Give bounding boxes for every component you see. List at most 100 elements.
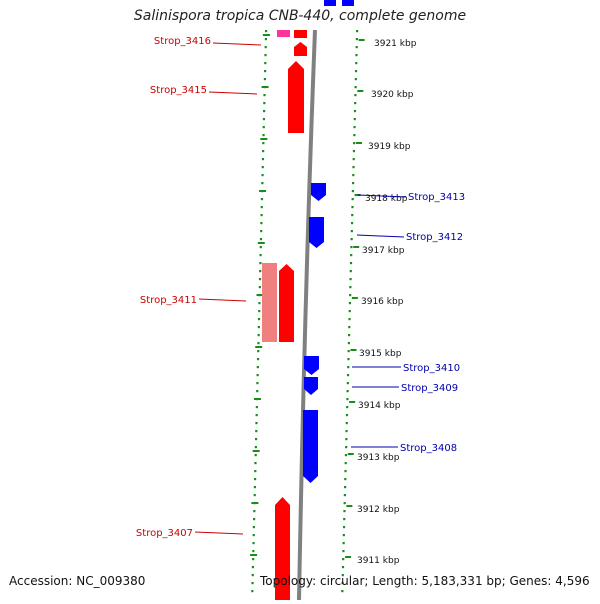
ring-dot-inner [264,46,267,49]
ring-dot-outer [345,438,348,441]
ring-dot-inner [259,262,262,265]
ring-dot-inner [256,358,260,361]
kbp-tick-label: 3911 kbp [357,556,400,566]
ring-dot-outer [348,326,351,329]
ring-dot-outer [349,286,352,289]
ring-dot-inner [257,326,260,329]
ring-dot-inner [260,214,263,217]
ring-dot-outer [355,46,358,49]
ring-dot-outer [341,574,344,577]
ring-dot-inner [263,94,266,97]
ring-dot-outer [348,334,351,337]
ring-dot-inner [255,422,258,425]
gene-label-strop-3416: Strop_3416 [154,36,211,47]
ring-dot-outer [350,246,353,249]
ring-dot-outer [348,318,351,321]
ring-dot-inner [259,270,262,273]
ring-dot-outer [352,182,355,185]
ring-dot-outer [348,302,352,305]
ring-dot-outer [343,502,346,505]
gene-label-strop-3412: Strop_3412 [406,232,463,243]
ring-dot-outer [342,534,345,537]
gene-label-strop-3408: Strop_3408 [400,443,457,454]
ring-ticks [250,34,270,556]
ring-dot-inner [259,238,263,241]
gene-shape-strop-3416 [294,42,307,56]
ring-dot-inner [263,78,267,81]
ring-dot-outer [348,310,351,313]
ring-dot-outer [355,54,358,57]
ring-dot-inner [263,110,266,113]
ring-dot-outer [355,62,358,65]
ring-dot-outer [354,94,357,97]
ring-dot-outer [347,358,350,361]
ring-dot-outer [347,350,350,353]
ring-dot-outer [351,198,354,201]
ring-dot-inner [259,246,262,249]
ring-dot-outer [350,222,354,225]
ring-dot-inner [256,374,259,377]
ring-dot-inner [260,230,263,233]
ring-dot-outer [346,382,349,385]
gene-label-strop-3407: Strop_3407 [136,528,193,539]
ring-dot-outer [347,342,350,345]
ring-dot-inner [264,38,268,41]
ring-dot-outer [355,38,358,41]
ring-dot-inner [254,470,257,473]
accession-label: Accession: NC_009380 [9,574,146,588]
ring-dot-inner [254,454,257,457]
gene-shape-strop-3411 [279,264,294,342]
ring-dot-inner [257,342,260,345]
ring-dot-outer [346,398,349,401]
ring-dot-outer [349,262,353,265]
ring-dot-inner [253,486,256,489]
gene-label-strop-3410: Strop_3410 [403,363,460,374]
ring-dot-inner [256,390,259,393]
gene-leader-strop-3411 [198,298,247,302]
ring-dot-inner [252,542,255,545]
gene-shape-strop-3408 [303,410,318,483]
ring-dot-inner [258,278,262,281]
ring-dot-inner [265,30,268,33]
ring-dot-inner [261,182,264,185]
ring-dot-inner [252,558,255,561]
ring-dot-outer [356,30,359,33]
ring-dot-outer [345,414,349,417]
kbp-tick-label: 3920 kbp [371,90,414,100]
gene-leader-strop-3413 [357,194,407,198]
ring-dot-outer [344,470,347,473]
ring-dot-outer [342,550,345,553]
gene-label-strop-3411: Strop_3411 [140,295,197,306]
ring-dot-inner [264,70,267,73]
ring-dot-inner [263,102,266,105]
gene-shape-strop-3412 [309,217,324,248]
ring-dot-outer [350,238,353,241]
ring-dot-inner [258,302,261,305]
ring-dot-outer [351,214,354,217]
gene-shape-strop-3411-light [262,263,277,342]
ring-dot-inner [255,406,258,409]
gene-feature-pink [277,30,290,37]
ring-dot-outer [350,230,353,233]
ring-dot-inner [251,566,255,569]
ring-dot-outer [344,486,347,489]
ring-dot-inner [255,430,258,433]
ring-dot-outer [344,454,348,457]
ring-dot-outer [346,374,350,377]
ring-dot-outer [344,462,347,465]
ring-dot-outer [353,134,356,137]
ring-dot-inner [262,142,265,145]
gene-shape-strop-3410 [304,356,319,375]
ring-dot-outer [343,518,346,521]
ring-dot-outer [341,582,344,585]
ring-dot-inner [253,518,256,521]
gene-shape-strop-3415 [288,61,304,133]
kbp-tick-label: 3914 kbp [358,401,401,411]
gene-shape-strop-3407 [275,497,290,600]
ring-dot-outer [345,430,348,433]
gene-leader-strop-3407 [194,531,244,535]
ring-dot-outer [352,174,355,177]
ring-dot-inner [252,526,256,529]
ring-dot-outer [353,142,356,145]
